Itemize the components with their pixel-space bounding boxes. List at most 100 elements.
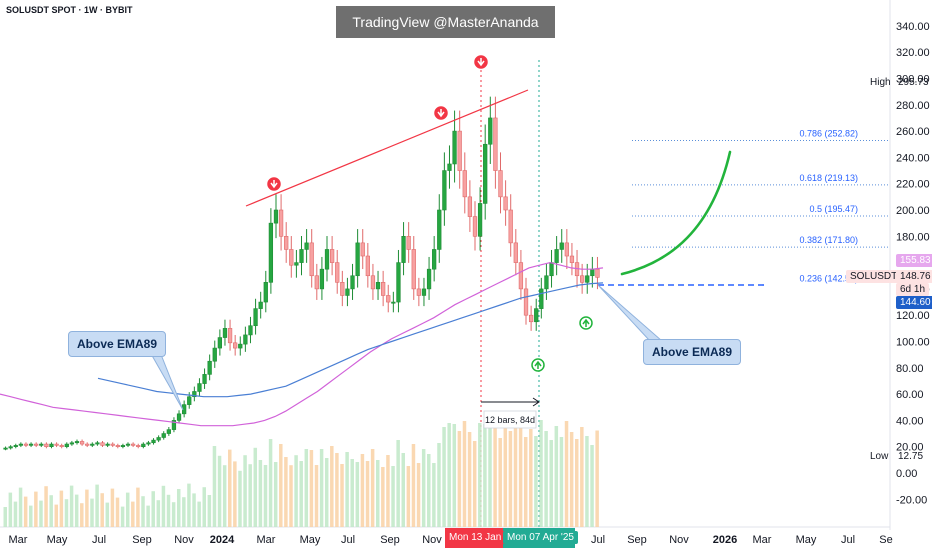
volume-bar <box>345 452 349 527</box>
x-tick-label: Sep <box>132 534 152 546</box>
candle-body <box>534 308 539 323</box>
candle-body <box>222 328 228 338</box>
candle-body <box>8 446 13 449</box>
volume-bar <box>131 501 135 527</box>
x-tick-label: Se <box>879 534 892 546</box>
volume-bar <box>432 463 436 527</box>
candle-body <box>549 262 554 277</box>
volume-bar <box>161 485 166 527</box>
volume-bar <box>120 506 125 527</box>
candle-body <box>401 236 406 263</box>
volume-bar <box>493 421 497 527</box>
volume-bar <box>192 493 196 527</box>
callout-left-pointer <box>149 351 184 411</box>
candle-body <box>34 443 39 446</box>
volume-bar <box>590 445 594 527</box>
candle-body <box>299 249 304 263</box>
candle-body <box>192 391 197 398</box>
volume-bar <box>452 424 457 527</box>
volume-bar <box>18 487 23 527</box>
y-tick-label: 0.00 <box>896 468 917 480</box>
volume-bar <box>171 502 176 527</box>
volume-bar <box>279 444 283 527</box>
volume-bar <box>202 487 207 527</box>
volume-bar <box>115 497 120 527</box>
y-tick-label: 120.00 <box>896 310 930 322</box>
volume-bar <box>559 437 564 527</box>
volume-bar <box>253 447 258 527</box>
candle-body <box>544 275 549 290</box>
candle-body <box>146 442 151 445</box>
candle-body <box>442 170 447 211</box>
x-tick-label: Jul <box>591 534 605 546</box>
symbol-price-tag: SOLUSDT <box>846 270 902 283</box>
fib-label: 0.382 (171.80) <box>799 235 858 245</box>
volume-bar <box>580 427 584 527</box>
volume-bar <box>13 501 18 527</box>
volume-bar <box>110 488 115 527</box>
volume-bar <box>539 420 543 527</box>
candle-body <box>258 301 263 309</box>
y-tick-label: 20.00 <box>896 442 924 454</box>
volume-bar <box>34 491 38 527</box>
high-value: 295.73 <box>898 77 929 88</box>
volume-bar <box>554 426 559 527</box>
candle-body <box>151 439 156 444</box>
candle-body <box>518 262 524 290</box>
volume-bar <box>64 499 69 527</box>
volume-bar <box>29 505 33 527</box>
volume-bar <box>95 484 99 527</box>
y-tick-label: 340.00 <box>896 21 930 33</box>
candle-body <box>457 130 462 171</box>
candle-body <box>309 242 314 277</box>
candle-body <box>156 437 161 441</box>
candle-body <box>335 262 340 283</box>
volume-bar <box>49 495 53 527</box>
candle-body <box>467 196 473 217</box>
volume-bar <box>396 440 400 527</box>
candle-body <box>304 242 309 250</box>
candle-body <box>273 209 279 224</box>
volume-bar <box>90 498 94 527</box>
candle-body <box>386 295 391 303</box>
volume-bar <box>330 446 334 527</box>
volume-bar <box>462 421 467 527</box>
candle-body <box>69 442 75 445</box>
volume-bar <box>105 502 110 527</box>
candle-body <box>340 282 345 296</box>
volume-bar <box>488 420 492 527</box>
candle-body <box>513 242 518 263</box>
fib-label: 0.618 (219.13) <box>799 173 858 183</box>
candle-body <box>238 343 243 349</box>
candle-body <box>523 288 529 316</box>
candle-body <box>416 288 421 296</box>
volume-bar <box>437 443 441 527</box>
x-tick-label: Jul <box>341 534 355 546</box>
candle-body <box>166 429 171 434</box>
volume-bar <box>360 454 365 527</box>
volume-bar <box>544 431 548 527</box>
x-tick-label: Jul <box>841 534 855 546</box>
candle-body <box>217 337 222 349</box>
candle-body <box>314 275 319 290</box>
candle-body <box>411 249 416 290</box>
volume-bar <box>59 490 64 527</box>
candle-body <box>187 396 192 405</box>
candle-body <box>49 443 54 448</box>
candle-body <box>18 443 23 446</box>
candle-body <box>120 445 126 448</box>
volume-bar <box>472 441 477 527</box>
volume-bar <box>238 470 242 527</box>
range-label: 12 bars, 84d <box>485 415 535 425</box>
candle-body <box>452 130 457 165</box>
volume-bar <box>187 483 191 527</box>
x-tick-label: Sep <box>627 534 647 546</box>
x-tick-label: Jul <box>92 534 106 546</box>
ema-short-line <box>0 261 604 427</box>
volume-bar <box>176 489 181 527</box>
candle-body <box>580 275 585 283</box>
volume-bar <box>233 461 237 527</box>
x-tick-label: Sep <box>380 534 400 546</box>
x-tick-label: May <box>796 534 817 546</box>
y-tick-label: 220.00 <box>896 179 930 191</box>
